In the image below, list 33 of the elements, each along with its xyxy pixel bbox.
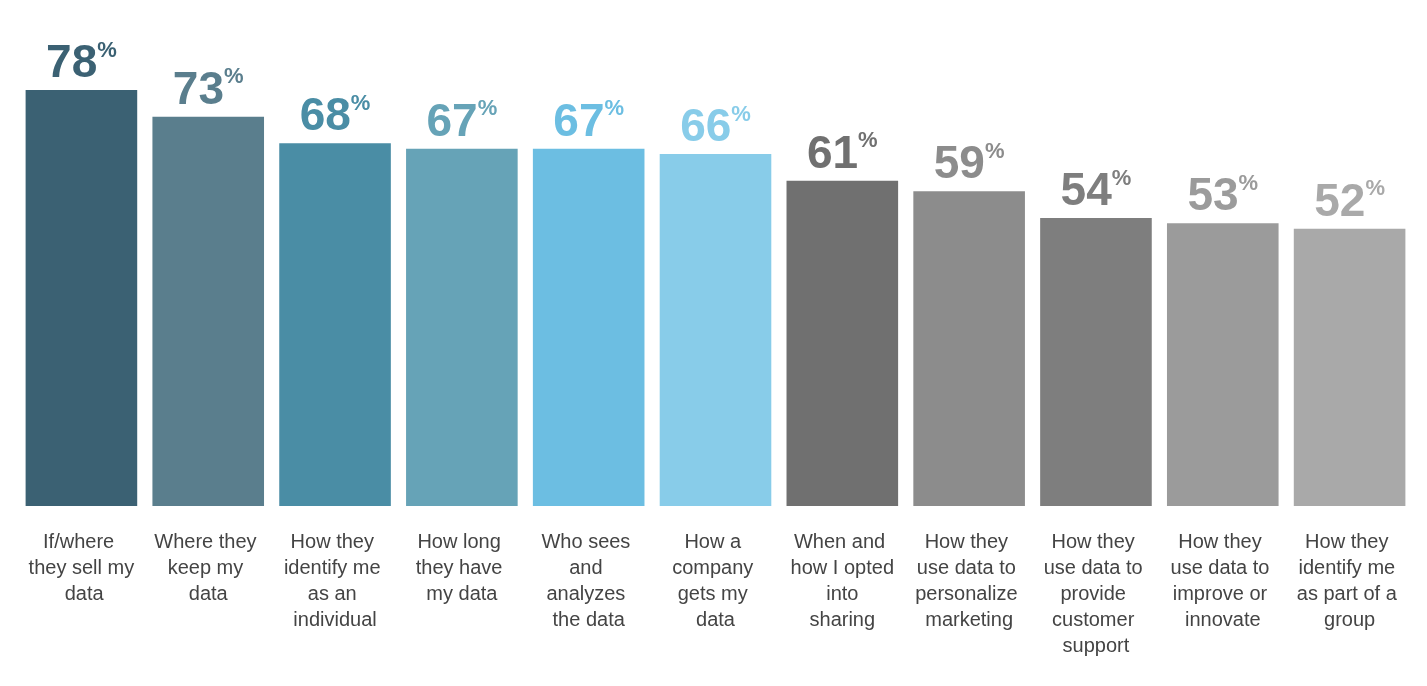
data-label: 78%: [46, 35, 117, 87]
x-tick-label: Where they keep my data: [154, 530, 263, 604]
x-tick-label: How they identify me as an individual: [283, 530, 387, 630]
data-label: 52%: [1314, 173, 1385, 226]
bar: [25, 90, 138, 506]
x-tick-label: How they use data to personalize marketing: [915, 530, 1024, 630]
bar: [1040, 218, 1152, 506]
x-tick-label: How they use data to improve or innovate: [1170, 530, 1276, 630]
x-tick-label: Who sees and analyzes the data: [541, 530, 636, 630]
x-tick-label: How a company gets my data: [672, 530, 759, 630]
data-label: 54%: [1060, 163, 1132, 215]
data-label: 68%: [299, 88, 371, 141]
x-tick-label: How they identify me as part of a group: [1296, 530, 1403, 630]
bar: [532, 148, 645, 506]
bar: [786, 180, 899, 506]
bar: [1166, 223, 1279, 506]
data-label: 66%: [680, 99, 751, 151]
data-label: 61%: [806, 125, 878, 178]
bar: [406, 148, 518, 506]
bar: [659, 154, 772, 506]
data-label: 73%: [172, 61, 244, 114]
x-tick-label: How long they have my data: [415, 530, 509, 604]
bar: [152, 116, 265, 506]
bar: [279, 143, 391, 506]
bar: [1293, 228, 1406, 506]
x-tick-label: If/where they sell my data: [28, 530, 135, 604]
data-label: 67%: [553, 93, 625, 146]
data-label: 67%: [426, 93, 498, 146]
x-tick-label: How they use data to provide customer support: [1043, 530, 1149, 656]
bar: [913, 191, 1025, 506]
data-label: 53%: [1187, 168, 1259, 221]
data-label: 59%: [933, 136, 1005, 189]
x-tick-label: When and how I opted into sharing: [790, 530, 895, 630]
